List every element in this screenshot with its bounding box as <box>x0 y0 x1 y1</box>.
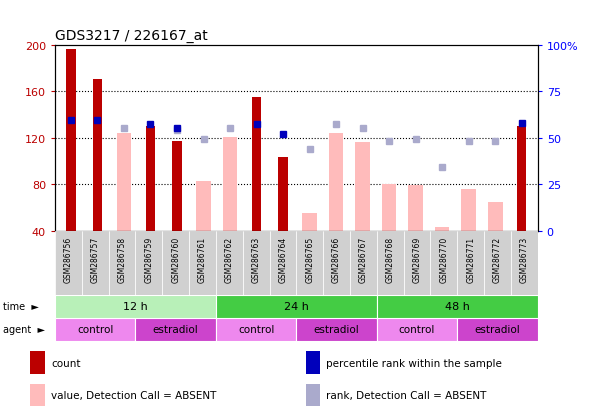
Text: estradiol: estradiol <box>313 324 359 335</box>
Text: GDS3217 / 226167_at: GDS3217 / 226167_at <box>55 29 208 43</box>
Text: control: control <box>238 324 274 335</box>
Text: GSM286762: GSM286762 <box>225 236 234 282</box>
Bar <box>377 318 457 341</box>
Text: GSM286767: GSM286767 <box>359 236 368 282</box>
Text: time  ►: time ► <box>3 301 39 312</box>
Bar <box>279 158 288 231</box>
Text: GSM286769: GSM286769 <box>412 236 422 282</box>
Text: count: count <box>51 358 81 368</box>
Bar <box>296 231 323 295</box>
Bar <box>306 384 321 406</box>
Bar <box>382 185 397 231</box>
Bar <box>377 295 538 318</box>
Text: GSM286760: GSM286760 <box>171 236 180 282</box>
Bar <box>269 231 296 295</box>
Text: GSM286772: GSM286772 <box>493 236 502 282</box>
Bar <box>306 351 321 374</box>
Text: GSM286763: GSM286763 <box>252 236 261 282</box>
Bar <box>377 231 404 295</box>
Bar <box>461 190 476 231</box>
Bar <box>356 143 370 231</box>
Bar <box>196 181 211 231</box>
Text: estradiol: estradiol <box>153 324 199 335</box>
Bar <box>172 142 181 231</box>
Bar <box>216 231 243 295</box>
Text: 24 h: 24 h <box>284 301 309 312</box>
Text: control: control <box>399 324 435 335</box>
Bar <box>404 231 430 295</box>
Text: GSM286766: GSM286766 <box>332 236 341 282</box>
Text: GSM286761: GSM286761 <box>198 236 207 282</box>
Text: GSM286765: GSM286765 <box>306 236 314 282</box>
Bar <box>216 295 377 318</box>
Bar <box>302 214 317 231</box>
Bar <box>430 231 457 295</box>
Bar <box>484 231 511 295</box>
Bar <box>30 384 45 406</box>
Bar <box>457 318 538 341</box>
Text: value, Detection Call = ABSENT: value, Detection Call = ABSENT <box>51 390 216 400</box>
Text: rank, Detection Call = ABSENT: rank, Detection Call = ABSENT <box>326 390 487 400</box>
Text: GSM286768: GSM286768 <box>386 236 395 282</box>
Bar <box>189 231 216 295</box>
Bar <box>323 231 350 295</box>
Bar <box>109 231 136 295</box>
Bar <box>517 127 527 231</box>
Text: GSM286756: GSM286756 <box>64 236 73 282</box>
Bar <box>216 318 296 341</box>
Bar <box>252 98 261 231</box>
Bar <box>163 231 189 295</box>
Text: percentile rank within the sample: percentile rank within the sample <box>326 358 502 368</box>
Bar <box>55 231 82 295</box>
Text: GSM286771: GSM286771 <box>466 236 475 282</box>
Text: estradiol: estradiol <box>475 324 521 335</box>
Bar <box>408 186 423 231</box>
Text: agent  ►: agent ► <box>3 324 45 335</box>
Bar <box>243 231 269 295</box>
Text: control: control <box>77 324 114 335</box>
Bar <box>511 231 538 295</box>
Bar <box>457 231 484 295</box>
Text: 48 h: 48 h <box>445 301 470 312</box>
Bar <box>223 137 237 231</box>
Bar <box>488 202 502 231</box>
Bar <box>30 351 45 374</box>
Bar <box>136 318 216 341</box>
Bar <box>136 231 163 295</box>
Text: GSM286770: GSM286770 <box>439 236 448 282</box>
Text: GSM286757: GSM286757 <box>90 236 100 282</box>
Bar <box>82 231 109 295</box>
Bar <box>55 318 136 341</box>
Text: 12 h: 12 h <box>123 301 148 312</box>
Bar <box>350 231 377 295</box>
Bar <box>117 134 131 231</box>
Text: GSM286758: GSM286758 <box>117 236 126 282</box>
Text: GSM286773: GSM286773 <box>520 236 529 282</box>
Bar <box>93 80 102 231</box>
Bar <box>435 228 450 231</box>
Bar <box>55 295 216 318</box>
Bar <box>146 127 155 231</box>
Bar <box>329 134 343 231</box>
Text: GSM286764: GSM286764 <box>279 236 287 282</box>
Bar <box>66 50 76 231</box>
Text: GSM286759: GSM286759 <box>144 236 153 282</box>
Bar <box>296 318 377 341</box>
